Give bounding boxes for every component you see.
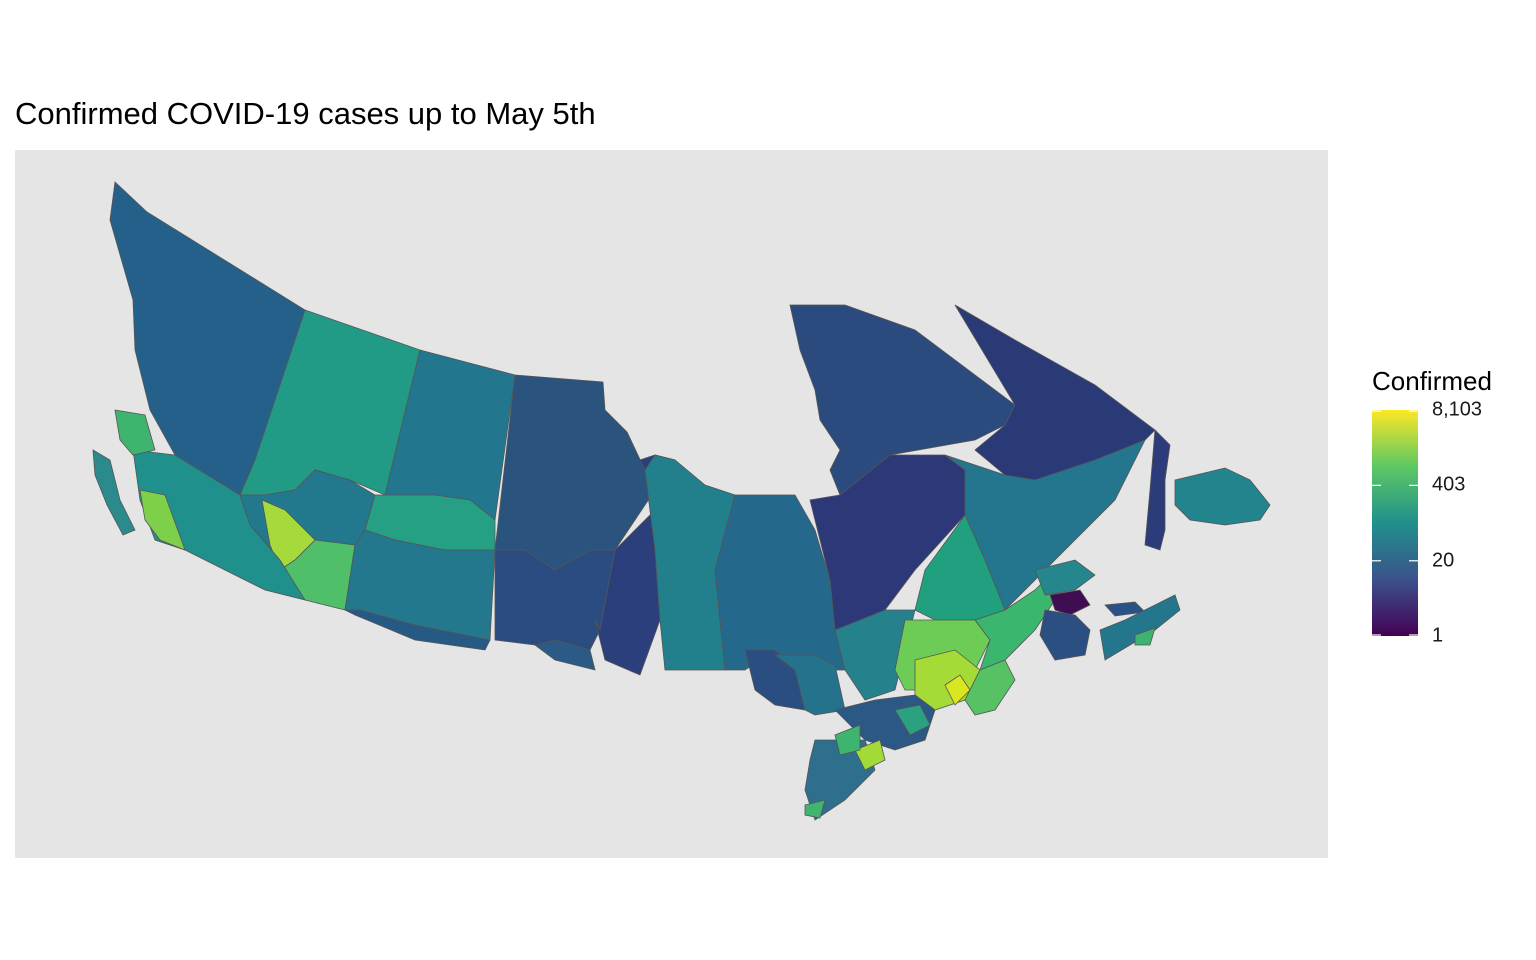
region-niagara bbox=[804, 799, 826, 819]
legend-title: Confirmed bbox=[1372, 366, 1492, 396]
legend-colorbar bbox=[1372, 410, 1418, 636]
chart-title: Confirmed COVID-19 cases up to May 5th bbox=[15, 96, 596, 131]
region-vancouver-island bbox=[92, 449, 136, 536]
legend-tick-label: 403 bbox=[1432, 473, 1466, 496]
region-cote-nord bbox=[944, 439, 1146, 611]
region-toronto bbox=[854, 739, 886, 771]
map-panel bbox=[15, 150, 1328, 858]
region-new-brunswick bbox=[1039, 609, 1091, 661]
region-gaspesie bbox=[1034, 559, 1096, 596]
legend-tick-label: 1 bbox=[1432, 624, 1444, 647]
region-quebec-estrie bbox=[964, 659, 1016, 716]
canada-map bbox=[92, 181, 1271, 821]
region-ontario-greater-golden bbox=[834, 724, 861, 756]
region-newfoundland-east bbox=[1174, 467, 1271, 526]
region-new-brunswick-north bbox=[1049, 589, 1091, 616]
legend-tick-label: 8,103 bbox=[1432, 398, 1483, 421]
legend-tick-label: 20 bbox=[1432, 549, 1455, 572]
region-newfoundland-west bbox=[1144, 429, 1171, 551]
region-quebec-bas-saint-laurent bbox=[974, 569, 1066, 671]
region-bc-lower-mainland bbox=[139, 489, 186, 551]
region-ontario-central bbox=[773, 654, 846, 716]
region-manitoba-south bbox=[534, 639, 596, 671]
region-nova-scotia bbox=[1099, 594, 1181, 661]
region-bc-coast bbox=[114, 409, 156, 456]
region-halifax bbox=[1134, 627, 1156, 646]
region-ottawa bbox=[894, 704, 931, 736]
region-saskatchewan-southwest bbox=[344, 609, 491, 651]
